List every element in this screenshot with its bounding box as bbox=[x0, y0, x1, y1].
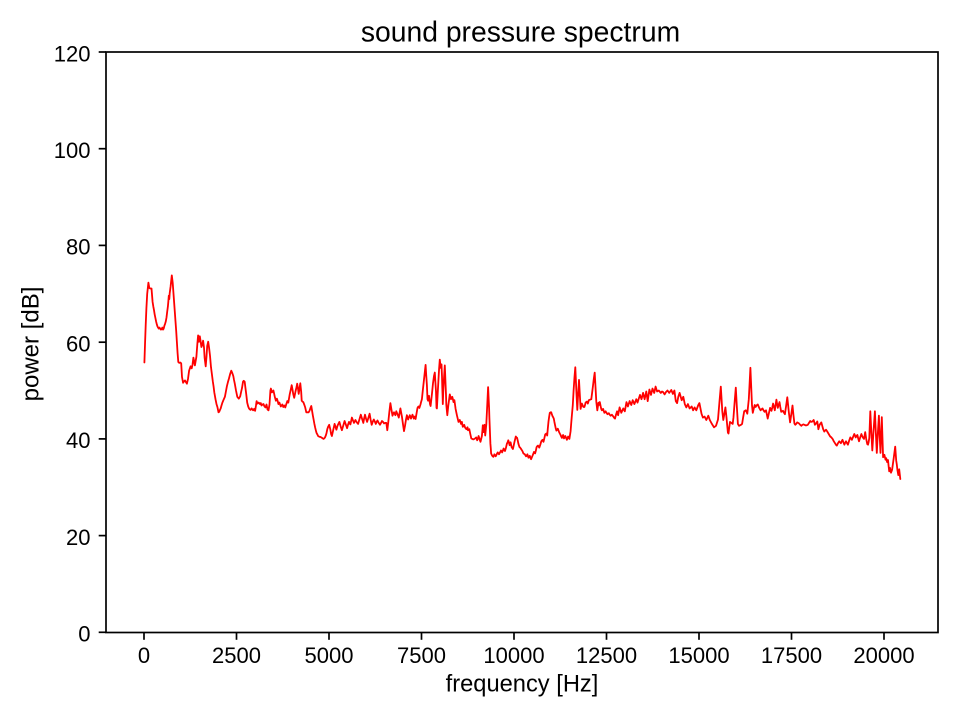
svg-text:20000: 20000 bbox=[853, 643, 914, 668]
svg-text:sound pressure spectrum: sound pressure spectrum bbox=[361, 15, 680, 47]
svg-text:15000: 15000 bbox=[668, 643, 729, 668]
svg-text:frequency [Hz]: frequency [Hz] bbox=[446, 672, 599, 698]
svg-text:12500: 12500 bbox=[576, 643, 637, 668]
svg-text:2500: 2500 bbox=[212, 643, 261, 668]
svg-text:80: 80 bbox=[66, 235, 90, 260]
svg-text:60: 60 bbox=[66, 332, 90, 357]
svg-text:0: 0 bbox=[78, 622, 90, 647]
svg-text:0: 0 bbox=[138, 643, 150, 668]
svg-text:5000: 5000 bbox=[305, 643, 354, 668]
svg-text:100: 100 bbox=[54, 138, 91, 163]
svg-text:7500: 7500 bbox=[397, 643, 446, 668]
svg-text:17500: 17500 bbox=[761, 643, 822, 668]
svg-text:10000: 10000 bbox=[483, 643, 544, 668]
svg-text:120: 120 bbox=[54, 41, 91, 66]
svg-text:40: 40 bbox=[66, 428, 90, 453]
svg-text:power [dB]: power [dB] bbox=[18, 287, 45, 402]
svg-text:20: 20 bbox=[66, 525, 90, 550]
